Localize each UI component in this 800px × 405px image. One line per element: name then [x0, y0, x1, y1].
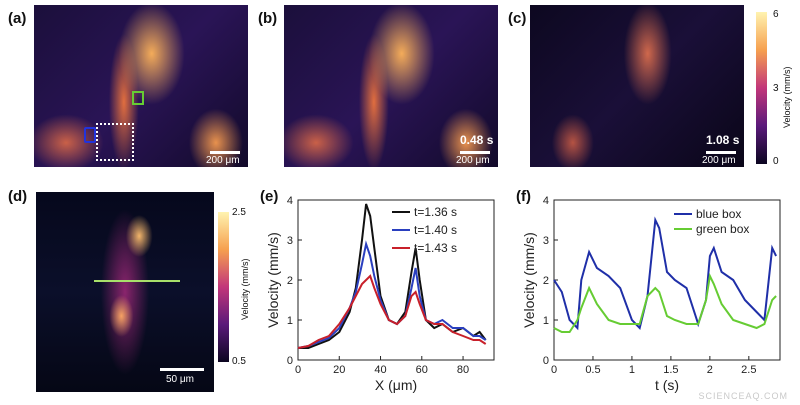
panel-e-label: (e)	[260, 188, 279, 205]
panel-c-label: (c)	[508, 10, 527, 27]
colorbar-top	[756, 12, 767, 164]
y-tick-label: 4	[287, 195, 293, 207]
colorbar-bottom-title: Velocity (mm/s)	[240, 258, 250, 320]
x-axis-label: X (μm)	[375, 377, 417, 393]
panel-f-label: (f)	[516, 188, 531, 205]
scale-bar-label: 200 μm	[702, 155, 736, 166]
legend-entry: t=1.36 s	[414, 205, 457, 219]
x-tick-label: 80	[457, 364, 469, 376]
x-tick-label: 2.5	[741, 364, 756, 376]
x-axis-label: t (s)	[655, 377, 679, 393]
scale-bar-label: 200 μm	[456, 155, 490, 166]
scale-bar	[210, 151, 240, 154]
roi-blue-box	[84, 127, 96, 143]
panel-d-image: 50 μm	[36, 192, 214, 392]
legend-entry: green box	[696, 222, 749, 236]
series-line-0	[298, 203, 487, 349]
x-tick-label: 20	[333, 364, 345, 376]
series-line-1	[553, 272, 777, 333]
roi-white-box	[96, 123, 134, 161]
scale-bar	[160, 368, 204, 371]
colorbar-top-tick-min: 0	[773, 156, 779, 167]
y-tick-label: 3	[543, 235, 549, 247]
y-tick-label: 0	[543, 355, 549, 367]
y-tick-label: 3	[287, 235, 293, 247]
x-tick-label: 60	[416, 364, 428, 376]
colorbar-top-tick-mid: 3	[773, 83, 779, 94]
watermark: SCIENCEAQ.COM	[698, 391, 788, 401]
panel-d-label: (d)	[8, 188, 28, 205]
y-tick-label: 0	[287, 355, 293, 367]
colorbar-top-tick-max: 6	[773, 9, 779, 20]
x-tick-label: 0	[551, 364, 557, 376]
y-tick-label: 2	[543, 275, 549, 287]
profile-line	[94, 280, 180, 282]
series-line-2	[297, 274, 487, 349]
scale-bar-label: 200 μm	[206, 155, 240, 166]
y-axis-label: Velocity (mm/s)	[521, 232, 537, 328]
velocity-time-chart: 0 0.5 1 1.5 2 2.5 0 1 2 3 4 t (s) Velocity (mm/s) blu…	[521, 195, 781, 393]
x-tick-label: 40	[374, 364, 386, 376]
y-axis-label: Velocity (mm/s)	[265, 232, 281, 328]
panel-a-image: 200 μm	[34, 5, 248, 167]
x-tick-label: 0.5	[585, 364, 600, 376]
scale-bar	[706, 151, 736, 154]
scale-bar-label: 50 μm	[166, 374, 194, 385]
panel-b-label: (b)	[258, 10, 278, 27]
colorbar-top-title: Velocity (mm/s)	[782, 66, 792, 128]
legend-entry: t=1.43 s	[414, 241, 457, 255]
legend-entry: blue box	[696, 207, 741, 221]
series-line-1	[297, 240, 487, 349]
y-tick-label: 2	[287, 275, 293, 287]
y-tick-label: 1	[287, 315, 293, 327]
x-tick-label: 0	[295, 364, 301, 376]
legend-entry: t=1.40 s	[414, 223, 457, 237]
y-tick-label: 4	[543, 195, 549, 207]
colorbar-bottom	[218, 212, 229, 362]
series-line-0	[553, 216, 777, 331]
panel-b-image: 0.48 s 200 μm	[284, 5, 498, 167]
colorbar-bottom-tick-min: 0.5	[232, 356, 246, 367]
panel-c-image: 1.08 s 200 μm	[530, 5, 744, 167]
velocity-profile-chart: 0 20 40 60 80 0 1 2 3 4 X (μm) Velocity (mm/s) t=1.3…	[265, 195, 495, 393]
time-stamp: 1.08 s	[706, 133, 740, 147]
x-tick-label: 2	[707, 364, 713, 376]
roi-green-box	[132, 91, 144, 105]
y-tick-label: 1	[543, 315, 549, 327]
x-tick-label: 1.5	[663, 364, 678, 376]
scale-bar	[460, 151, 490, 154]
panel-a-label: (a)	[8, 10, 27, 27]
x-tick-label: 1	[629, 364, 635, 376]
time-stamp: 0.48 s	[460, 133, 494, 147]
colorbar-bottom-tick-max: 2.5	[232, 207, 246, 218]
